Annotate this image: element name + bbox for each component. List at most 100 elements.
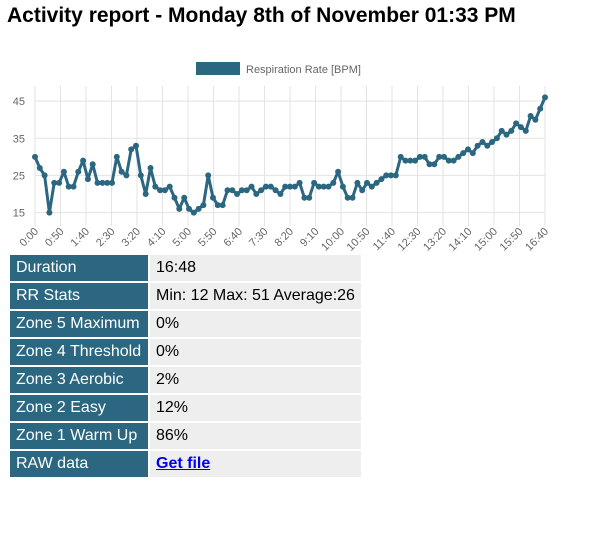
data-point[interactable] — [205, 172, 212, 179]
data-point[interactable] — [224, 187, 231, 194]
data-point[interactable] — [234, 191, 241, 197]
data-point[interactable] — [503, 131, 510, 138]
data-point[interactable] — [229, 187, 236, 194]
data-point[interactable] — [320, 183, 327, 190]
data-point[interactable] — [373, 179, 380, 186]
data-point[interactable] — [161, 187, 168, 194]
data-point[interactable] — [142, 191, 149, 197]
data-point[interactable] — [493, 135, 500, 142]
data-point[interactable] — [416, 153, 423, 160]
data-point[interactable] — [306, 194, 313, 201]
data-point[interactable] — [94, 179, 101, 186]
data-point[interactable] — [291, 183, 298, 190]
data-point[interactable] — [51, 179, 58, 186]
data-point[interactable] — [412, 157, 419, 164]
data-point[interactable] — [186, 205, 192, 212]
data-point[interactable] — [532, 116, 539, 123]
data-point[interactable] — [219, 202, 226, 209]
data-point[interactable] — [484, 142, 491, 149]
data-point[interactable] — [383, 172, 390, 179]
data-point[interactable] — [349, 194, 356, 201]
data-point[interactable] — [277, 191, 284, 197]
data-point[interactable] — [397, 153, 404, 160]
data-point[interactable] — [479, 139, 486, 145]
data-point[interactable] — [262, 183, 269, 190]
data-point[interactable] — [489, 139, 496, 145]
data-point[interactable] — [32, 153, 38, 160]
data-point[interactable] — [200, 202, 207, 209]
data-point[interactable] — [335, 168, 342, 175]
data-point[interactable] — [123, 172, 130, 179]
data-point[interactable] — [181, 194, 188, 201]
data-point[interactable] — [272, 187, 279, 194]
data-point[interactable] — [421, 153, 428, 160]
data-point[interactable] — [359, 187, 366, 194]
data-point[interactable] — [60, 168, 67, 175]
data-point[interactable] — [527, 113, 534, 119]
data-point[interactable] — [166, 183, 173, 190]
data-point[interactable] — [392, 172, 399, 179]
data-point[interactable] — [330, 179, 337, 186]
data-point[interactable] — [46, 209, 53, 216]
data-point[interactable] — [36, 165, 43, 171]
data-point[interactable] — [513, 120, 520, 127]
chart-legend[interactable]: Respiration Rate [BPM] — [196, 62, 361, 76]
data-point[interactable] — [325, 183, 332, 190]
data-point[interactable] — [89, 161, 96, 168]
data-point[interactable] — [147, 165, 154, 171]
data-point[interactable] — [267, 183, 274, 190]
data-point[interactable] — [152, 183, 159, 190]
data-point[interactable] — [65, 183, 72, 190]
data-point[interactable] — [137, 172, 144, 179]
data-point[interactable] — [157, 187, 164, 194]
data-point[interactable] — [258, 187, 265, 194]
data-point[interactable] — [517, 124, 524, 131]
data-point[interactable] — [469, 150, 476, 157]
data-point[interactable] — [128, 146, 135, 153]
data-point[interactable] — [75, 168, 82, 175]
data-point[interactable] — [190, 209, 197, 216]
data-point[interactable] — [70, 183, 77, 190]
data-point[interactable] — [238, 187, 245, 194]
data-point[interactable] — [99, 179, 106, 186]
get-file-link[interactable]: Get file — [156, 455, 211, 472]
data-point[interactable] — [474, 142, 481, 149]
data-point[interactable] — [282, 183, 289, 190]
data-point[interactable] — [296, 179, 303, 186]
data-point[interactable] — [41, 172, 48, 179]
data-point[interactable] — [465, 146, 471, 153]
data-point[interactable] — [354, 179, 361, 186]
data-point[interactable] — [508, 127, 515, 134]
data-point[interactable] — [104, 179, 111, 186]
data-point[interactable] — [537, 105, 544, 112]
data-point[interactable] — [301, 194, 308, 201]
data-point[interactable] — [441, 153, 447, 160]
data-point[interactable] — [214, 202, 221, 209]
data-point[interactable] — [56, 179, 63, 186]
data-point[interactable] — [431, 161, 438, 168]
data-point[interactable] — [344, 194, 351, 201]
data-point[interactable] — [287, 183, 293, 190]
data-point[interactable] — [109, 179, 115, 186]
data-point[interactable] — [402, 157, 409, 164]
data-point[interactable] — [315, 183, 322, 190]
data-point[interactable] — [450, 157, 457, 164]
data-point[interactable] — [455, 153, 462, 160]
data-point[interactable] — [248, 183, 255, 190]
data-point[interactable] — [243, 187, 250, 194]
data-point[interactable] — [80, 157, 87, 164]
data-point[interactable] — [426, 161, 433, 168]
data-point[interactable] — [364, 179, 370, 186]
data-point[interactable] — [210, 194, 216, 201]
data-point[interactable] — [388, 172, 394, 179]
data-point[interactable] — [445, 157, 452, 164]
data-point[interactable] — [176, 205, 183, 212]
data-point[interactable] — [195, 205, 202, 212]
data-point[interactable] — [542, 94, 548, 101]
data-point[interactable] — [84, 176, 91, 183]
data-point[interactable] — [407, 157, 414, 164]
data-point[interactable] — [133, 142, 139, 149]
data-point[interactable] — [311, 179, 318, 186]
data-point[interactable] — [253, 191, 260, 197]
data-point[interactable] — [118, 168, 125, 175]
